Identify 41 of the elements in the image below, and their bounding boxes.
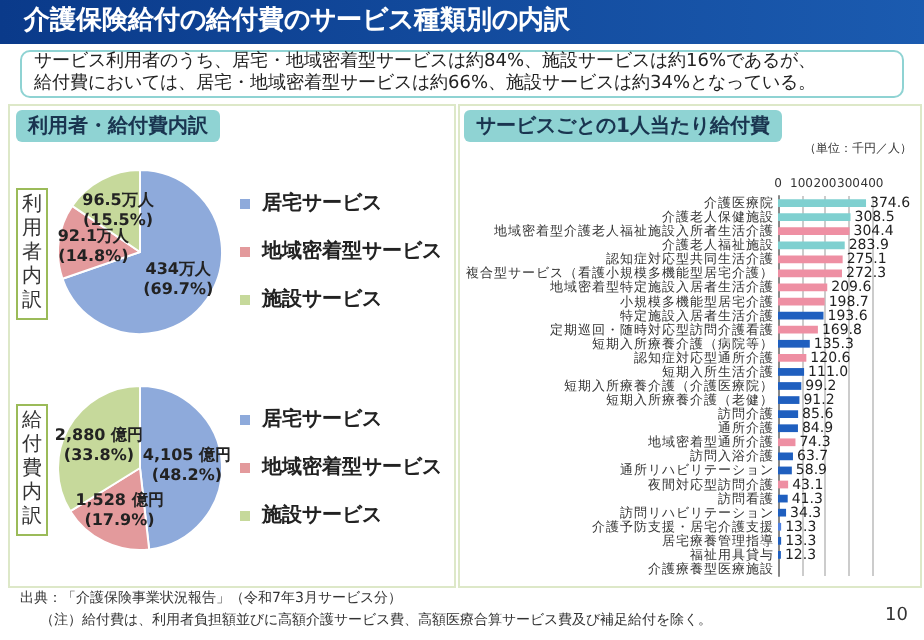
chart-title: サービスごとの1人当たり給付費 [464,110,782,142]
bar [778,353,807,362]
bar [778,297,825,306]
bar [778,452,793,461]
legend-label: 施設サービス [260,503,382,527]
bar [778,466,792,475]
data-label: 4,105 億円 (48.2%) [142,446,232,485]
bar [778,396,800,404]
bar [778,424,798,433]
data-label: 434万人 (69.7%) [143,260,214,299]
bar [778,255,843,264]
legend-label: 施設サービス [260,287,382,311]
bar [778,199,867,207]
chart-subtitle: サービス利用者のうち、居宅・地域密着型サービスは約84%、施設サービスは約16%であるが、給付費においては、居宅・地域密着型サービスは約66%、施設サービスは約34%となっている。 [34,52,819,96]
bar [778,325,818,334]
bar [778,227,850,236]
bar [778,241,845,250]
chart-title: 介護保険給付の給付費のサービス種類別の内訳 [0,0,924,44]
bar [778,311,824,320]
legend-label: 居宅サービス [260,191,382,215]
legend-label: 地域密着型サービス [260,239,442,263]
data-label: 1,528 億円 (17.9%) [75,491,164,530]
data-label: 2,880 億円 (33.8%) [54,426,144,465]
bar [778,283,828,292]
text: 利用者・給付費内訳 [16,110,220,142]
data-label: 92.1万人 (14.8%) [57,226,132,265]
bar [778,269,842,278]
bar [778,508,787,517]
text: 利用者内訳 [18,194,46,314]
text: 10 [885,606,908,626]
bar [778,368,805,376]
legend-label: 居宅サービス [260,407,382,431]
legend-label: 地域密着型サービス [260,455,442,479]
bar [778,494,788,503]
bar [778,213,851,221]
bar [778,382,802,390]
bar [778,438,796,447]
text: 給付費内訳 [18,410,46,530]
bar [778,410,799,419]
bar [778,480,789,489]
bar [778,339,810,348]
